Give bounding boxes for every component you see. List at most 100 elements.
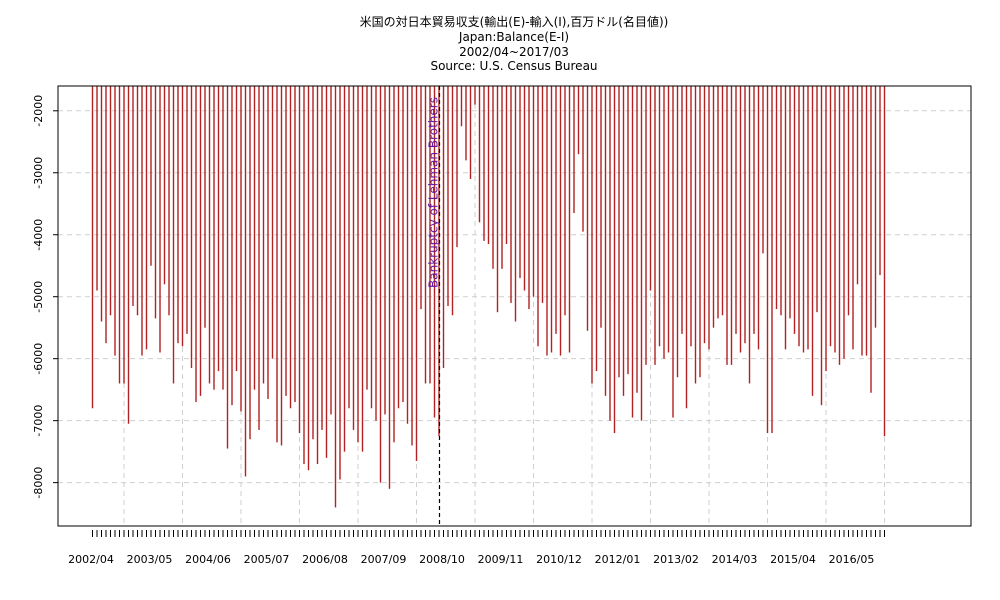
bar bbox=[321, 86, 323, 430]
bar bbox=[780, 86, 782, 316]
bar bbox=[145, 86, 148, 350]
bar bbox=[397, 86, 400, 409]
bar bbox=[708, 86, 710, 350]
bar bbox=[172, 86, 175, 384]
x-tick-label: 2013/02 bbox=[653, 553, 699, 566]
bar bbox=[712, 86, 715, 328]
bar bbox=[280, 86, 283, 446]
bar bbox=[357, 86, 359, 443]
bar bbox=[307, 86, 310, 471]
bar bbox=[294, 86, 296, 403]
bar bbox=[636, 86, 638, 393]
bar bbox=[753, 86, 755, 334]
bar bbox=[181, 86, 184, 347]
bar bbox=[523, 86, 526, 291]
bar bbox=[123, 86, 125, 384]
bar bbox=[663, 86, 665, 359]
bar bbox=[483, 86, 485, 241]
bar bbox=[168, 86, 170, 316]
x-tick-label: 2002/04 bbox=[68, 553, 114, 566]
bar bbox=[451, 86, 454, 316]
bar bbox=[582, 86, 584, 232]
bar bbox=[820, 86, 823, 406]
bar bbox=[339, 86, 341, 480]
bar bbox=[879, 86, 881, 276]
bar bbox=[334, 86, 337, 508]
bar bbox=[370, 86, 373, 409]
bar bbox=[388, 86, 391, 489]
x-tick-label: 2014/03 bbox=[712, 553, 758, 566]
bar bbox=[208, 86, 211, 384]
bar bbox=[177, 86, 179, 344]
bar bbox=[240, 86, 242, 412]
bar bbox=[721, 86, 724, 316]
bar bbox=[186, 86, 188, 334]
bar bbox=[604, 86, 607, 396]
chart-subtitle: Japan:Balance(E-I) bbox=[458, 30, 569, 44]
bar bbox=[510, 86, 512, 303]
bar bbox=[690, 86, 692, 347]
bar bbox=[717, 86, 719, 319]
bar bbox=[762, 86, 764, 254]
bar bbox=[429, 86, 431, 384]
bar bbox=[456, 86, 458, 248]
bar bbox=[114, 86, 116, 356]
bar bbox=[393, 86, 395, 443]
x-tick-label: 2004/06 bbox=[185, 553, 231, 566]
bar bbox=[568, 86, 571, 353]
bar bbox=[829, 86, 832, 347]
y-tick-label: -7000 bbox=[32, 405, 45, 437]
bar bbox=[105, 86, 107, 344]
bar bbox=[303, 86, 305, 465]
bar bbox=[159, 86, 161, 353]
bar bbox=[631, 86, 634, 418]
bar bbox=[316, 86, 319, 465]
annotation-label: Bankruptcy of Lehman Brothers bbox=[427, 97, 441, 288]
x-tick-label: 2016/05 bbox=[829, 553, 875, 566]
bar bbox=[424, 86, 427, 384]
bar bbox=[478, 86, 481, 223]
plot-border bbox=[57, 85, 972, 527]
axes: -2000 -3000 -4000 -5000 -6000 -7000 -8000 2002/… bbox=[32, 95, 885, 566]
bar bbox=[100, 86, 103, 322]
bar bbox=[231, 86, 233, 406]
bar bbox=[343, 86, 346, 452]
bar bbox=[577, 86, 580, 155]
x-tick-label: 2005/07 bbox=[244, 553, 290, 566]
bar bbox=[195, 86, 197, 403]
bar bbox=[447, 86, 449, 306]
bar bbox=[555, 86, 557, 334]
bar bbox=[492, 86, 494, 269]
bar bbox=[276, 86, 278, 443]
bar bbox=[784, 86, 787, 350]
bar bbox=[460, 86, 463, 127]
bar bbox=[861, 86, 863, 356]
x-tick-label: 2008/10 bbox=[419, 553, 465, 566]
x-tick-label: 2003/05 bbox=[127, 553, 173, 566]
bar bbox=[118, 86, 121, 384]
x-tick-label: 2012/01 bbox=[595, 553, 641, 566]
y-tick-label: -4000 bbox=[32, 219, 45, 251]
bar bbox=[681, 86, 683, 334]
bar bbox=[136, 86, 139, 316]
bar-series bbox=[91, 86, 886, 508]
bar bbox=[433, 86, 436, 418]
bar bbox=[487, 86, 490, 245]
bar bbox=[199, 86, 202, 396]
bar bbox=[654, 86, 656, 365]
bar bbox=[325, 86, 328, 458]
bar bbox=[811, 86, 814, 396]
bar bbox=[699, 86, 701, 378]
bar bbox=[798, 86, 800, 347]
bar bbox=[532, 86, 535, 297]
y-tick-label: -8000 bbox=[32, 467, 45, 499]
bar bbox=[748, 86, 751, 384]
bar bbox=[352, 86, 355, 430]
bar bbox=[658, 86, 661, 347]
bar bbox=[775, 86, 778, 310]
bar bbox=[865, 86, 868, 356]
bar bbox=[586, 86, 589, 331]
bar bbox=[109, 86, 112, 316]
bar bbox=[415, 86, 418, 461]
